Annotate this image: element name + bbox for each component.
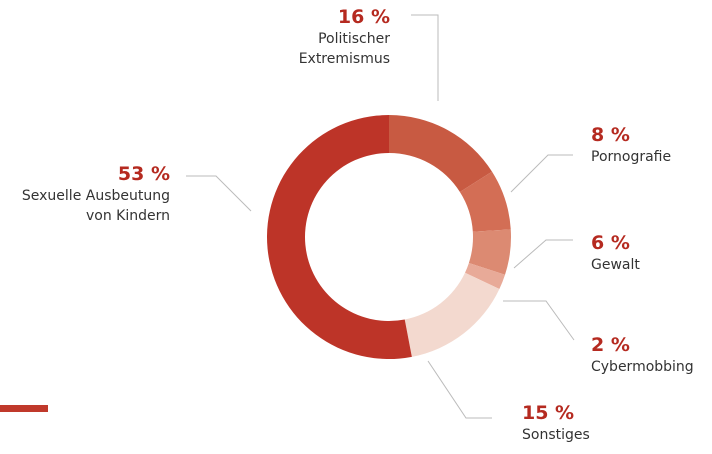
donut-slice bbox=[459, 171, 511, 232]
slice-category-label: Sonstiges bbox=[522, 425, 632, 445]
leader-line bbox=[503, 300, 575, 341]
slice-category-label-line: Sonstiges bbox=[522, 426, 590, 443]
slice-category-label: Politischer Extremismus bbox=[250, 29, 390, 70]
slice-category-label: Gewalt bbox=[591, 255, 701, 275]
leader-line bbox=[186, 175, 252, 212]
slice-category-label: Cybermobbing bbox=[591, 357, 711, 377]
slice-value-label: 2 % bbox=[591, 334, 630, 356]
slice-label: 8 % Pornografie bbox=[591, 124, 701, 167]
slice-label: 6 % Gewalt bbox=[591, 232, 701, 275]
slice-value-label: 8 % bbox=[591, 124, 630, 146]
slice-value-label: 16 % bbox=[337, 6, 390, 28]
donut-slice bbox=[266, 115, 412, 359]
slice-value-label: 53 % bbox=[117, 163, 170, 185]
slice-category-label: Pornografie bbox=[591, 147, 701, 167]
slice-label: 53 % Sexuelle Ausbeutung von Kindern bbox=[0, 163, 170, 226]
leader-line bbox=[411, 14, 439, 101]
slice-category-label-line: Cybermobbing bbox=[591, 358, 694, 375]
accent-bar bbox=[0, 405, 48, 412]
slice-value-label: 15 % bbox=[522, 402, 575, 424]
slice-category-label-line: Politischer bbox=[318, 30, 390, 47]
slice-category-label-line: Sexuelle Ausbeutung bbox=[21, 187, 170, 204]
leader-line bbox=[513, 239, 573, 269]
slice-label: 15 % Sonstiges bbox=[522, 402, 632, 445]
donut-slice bbox=[404, 272, 500, 357]
leader-line bbox=[510, 154, 573, 193]
slice-category-label-line: von Kindern bbox=[86, 208, 170, 225]
slice-label: 2 % Cybermobbing bbox=[591, 334, 711, 377]
slice-category-label-line: Gewalt bbox=[591, 256, 640, 273]
slice-category-label: Sexuelle Ausbeutung von Kindern bbox=[0, 186, 170, 227]
donut-slice bbox=[468, 229, 511, 275]
slice-category-label-line: Pornografie bbox=[591, 148, 672, 165]
slice-label: 16 % Politischer Extremismus bbox=[250, 6, 390, 69]
leader-line bbox=[427, 360, 492, 419]
slice-category-label-line: Extremismus bbox=[298, 51, 390, 68]
donut-slice bbox=[465, 262, 506, 289]
donut-slice bbox=[389, 115, 493, 192]
slice-value-label: 6 % bbox=[591, 232, 630, 254]
